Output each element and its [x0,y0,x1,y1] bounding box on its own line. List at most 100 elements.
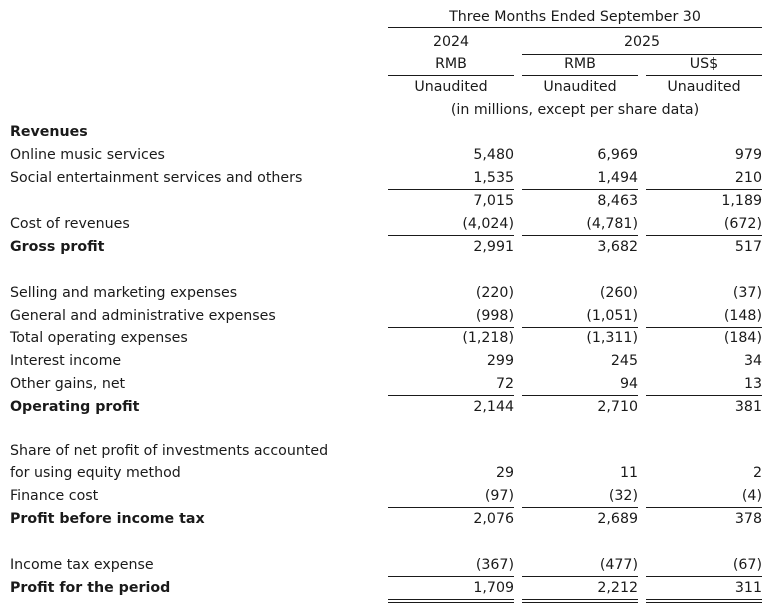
row-label-income-tax: Income tax expense [10,557,154,573]
row-label-social-entertainment: Social entertainment services and others [10,170,303,186]
row-label-other-gains: Other gains, net [10,376,126,392]
rule [522,395,638,396]
double-rule [522,602,638,603]
value-2025-rmb-total-revenues: 8,463 [597,193,638,209]
value-2024-total-opex: (1,218) [462,330,514,346]
row-label-interest-income: Interest income [10,353,122,369]
value-2024-general-admin: (998) [475,308,514,324]
rule [388,395,514,396]
rule [646,235,762,236]
row-label-operating-profit: Operating profit [10,399,140,415]
value-2025-usd-share-profit: 2 [752,465,762,481]
value-2024-total-revenues: 7,015 [473,193,514,209]
value-2025-usd-total-revenues: 1,189 [721,193,762,209]
audit-label-1: Unaudited [414,79,488,95]
value-2025-rmb-finance-cost: (32) [608,488,638,504]
header-rule [388,27,762,28]
currency-rmb-2025: RMB [564,56,596,72]
value-2025-usd-social-entertainment: 210 [734,170,762,186]
value-2025-usd-interest-income: 34 [743,353,762,369]
value-2024-profit-for-period: 1,709 [473,580,514,596]
rule [522,189,638,190]
rule [388,327,514,328]
currency-rule-3 [646,75,762,76]
row-label-profit-before-tax: Profit before income tax [10,511,205,527]
rule [646,576,762,577]
value-2025-rmb-total-opex: (1,311) [586,330,638,346]
value-2025-usd-income-tax: (67) [732,557,762,573]
value-2025-usd-operating-profit: 381 [734,399,762,415]
value-2024-cost-of-revenues: (4,024) [462,216,514,232]
value-2025-rmb-social-entertainment: 1,494 [597,170,638,186]
row-label-general-admin: General and administrative expenses [10,308,276,324]
currency-usd-2025: US$ [689,56,719,72]
rule [388,235,514,236]
row-label-profit-for-period: Profit for the period [10,580,171,596]
value-2024-selling-marketing: (220) [475,285,514,301]
value-2025-usd-profit-for-period: 311 [734,580,762,596]
row-label-gross-profit: Gross profit [10,239,105,255]
row-label-cost-of-revenues: Cost of revenues [10,216,130,232]
value-2025-rmb-profit-for-period: 2,212 [597,580,638,596]
value-2024-online-music: 5,480 [473,147,514,163]
rule [522,576,638,577]
value-2025-usd-profit-before-tax: 378 [734,511,762,527]
value-2025-rmb-share-profit: 11 [619,465,638,481]
value-2025-usd-general-admin: (148) [723,308,762,324]
value-2024-other-gains: 72 [495,376,514,392]
value-2024-profit-before-tax: 2,076 [473,511,514,527]
rule [646,507,762,508]
value-2025-usd-gross-profit: 517 [734,239,762,255]
value-2025-rmb-online-music: 6,969 [597,147,638,163]
value-2025-rmb-income-tax: (477) [599,557,638,573]
double-rule [388,599,514,600]
rule [522,507,638,508]
units-note: (in millions, except per share data) [450,102,700,118]
double-rule [646,602,762,603]
value-2024-finance-cost: (97) [484,488,514,504]
value-2024-operating-profit: 2,144 [473,399,514,415]
value-2024-share-profit: 29 [495,465,514,481]
currency-rule-2 [522,75,638,76]
rule [388,189,514,190]
row-label-selling-marketing: Selling and marketing expenses [10,285,238,301]
rule [646,395,762,396]
row-label-share-profit-line2: for using equity method [10,465,181,481]
rule [646,189,762,190]
rule [522,327,638,328]
rule [646,327,762,328]
row-label-online-music: Online music services [10,147,165,163]
year-2025: 2025 [623,34,661,50]
period-heading: Three Months Ended September 30 [449,9,701,25]
value-2025-usd-selling-marketing: (37) [732,285,762,301]
value-2025-usd-online-music: 979 [734,147,762,163]
double-rule [646,599,762,600]
value-2024-gross-profit: 2,991 [473,239,514,255]
row-label-total-opex: Total operating expenses [10,330,188,346]
value-2025-usd-other-gains: 13 [743,376,762,392]
section-revenues: Revenues [10,124,88,140]
value-2024-social-entertainment: 1,535 [473,170,514,186]
double-rule [388,602,514,603]
rule [388,576,514,577]
rule [522,235,638,236]
value-2024-income-tax: (367) [475,557,514,573]
value-2025-rmb-gross-profit: 3,682 [597,239,638,255]
value-2025-usd-cost-of-revenues: (672) [723,216,762,232]
value-2025-rmb-cost-of-revenues: (4,781) [586,216,638,232]
row-label-share-profit-line1: Share of net profit of investments accou… [10,443,329,459]
audit-label-2: Unaudited [543,79,617,95]
currency-rule-1 [388,75,514,76]
double-rule [522,599,638,600]
value-2025-rmb-other-gains: 94 [619,376,638,392]
value-2025-usd-total-opex: (184) [723,330,762,346]
row-label-finance-cost: Finance cost [10,488,99,504]
value-2025-usd-finance-cost: (4) [741,488,762,504]
year-2024: 2024 [432,34,470,50]
value-2024-interest-income: 299 [486,353,514,369]
value-2025-rmb-profit-before-tax: 2,689 [597,511,638,527]
value-2025-rmb-interest-income: 245 [610,353,638,369]
value-2025-rmb-operating-profit: 2,710 [597,399,638,415]
value-2025-rmb-general-admin: (1,051) [586,308,638,324]
currency-rmb-2024: RMB [435,56,467,72]
